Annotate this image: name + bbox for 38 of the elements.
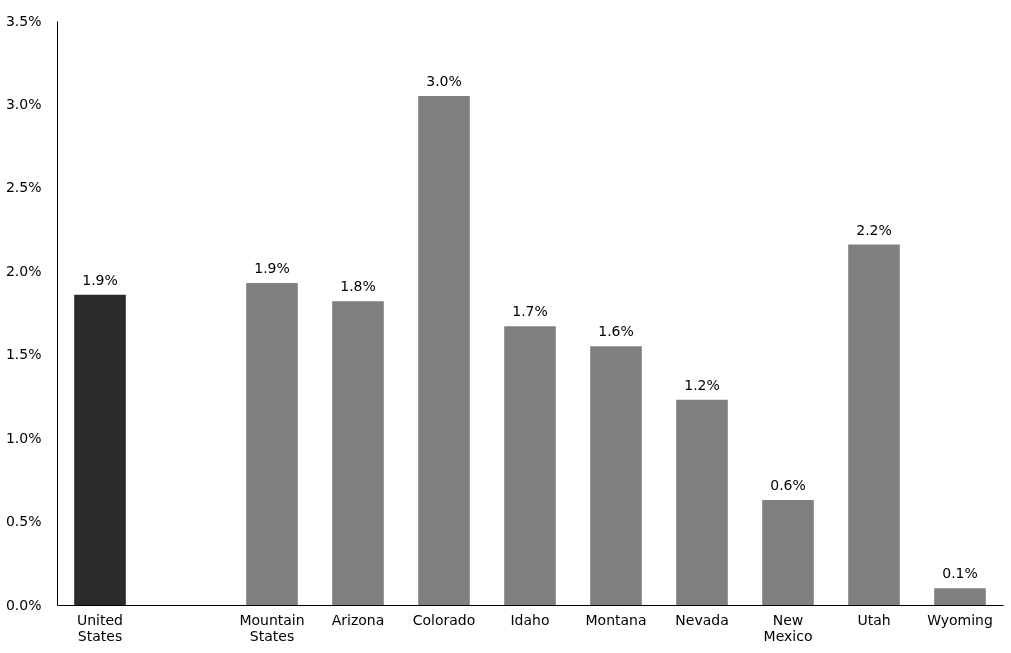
data-label: 1.2% [684,376,720,393]
y-tick-label: 3.0% [5,95,42,112]
bar [418,96,470,605]
y-tick-label: 0.0% [5,596,42,613]
y-tick-label: 0.5% [5,513,42,530]
data-label: 2.2% [856,221,892,238]
bar [676,399,728,605]
x-tick-label: Nevada [675,611,729,628]
data-label: 3.0% [426,73,462,90]
bar [762,499,814,605]
bar [848,244,900,605]
data-label: 0.6% [770,476,806,493]
bar [504,326,556,605]
y-tick-label: 1.5% [5,346,42,363]
y-tick-label: 3.5% [5,12,42,29]
bar [332,301,384,605]
y-tick-label: 2.0% [5,262,42,279]
data-label: 0.1% [942,565,978,582]
x-tick-label: New Mexico [763,611,813,644]
x-tick-label: Montana [585,611,647,628]
data-label: 1.9% [254,259,290,276]
data-label: 1.9% [82,271,118,288]
bar [74,294,126,605]
data-label: 1.8% [340,278,376,295]
x-tick-label: United States [77,611,123,644]
y-tick-label: 2.5% [5,179,42,196]
data-label: 1.6% [598,323,634,340]
bar [934,588,986,605]
x-tick-label: Idaho [510,611,550,628]
x-tick-label: Arizona [331,611,385,628]
bar [246,282,298,605]
x-tick-label: Mountain States [239,611,305,644]
y-tick-label: 1.0% [5,429,42,446]
x-tick-label: Utah [857,611,891,628]
data-label: 1.7% [512,303,548,320]
x-tick-label: Colorado [412,611,476,628]
bar [590,346,642,605]
x-tick-label: Wyoming [927,611,993,628]
